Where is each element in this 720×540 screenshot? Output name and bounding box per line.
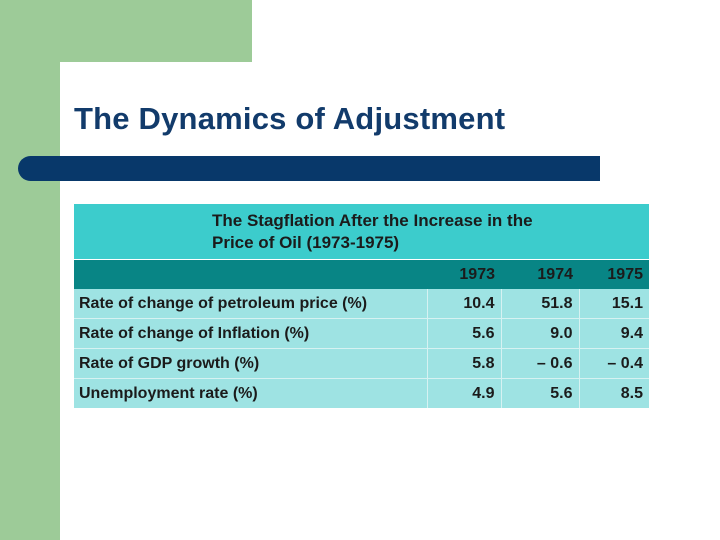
cell-value: 10.4 bbox=[426, 289, 501, 319]
cell-value: 5.6 bbox=[500, 378, 579, 408]
cell-value: 4.9 bbox=[426, 378, 501, 408]
table-row: Rate of GDP growth (%) 5.8 – 0.6 – 0.4 bbox=[74, 348, 649, 379]
cell-value: – 0.4 bbox=[578, 348, 649, 379]
table-caption: The Stagflation After the Increase in th… bbox=[212, 211, 533, 252]
green-accent-left bbox=[0, 0, 60, 540]
table-caption-band: The Stagflation After the Increase in th… bbox=[74, 204, 649, 259]
cell-value: 9.0 bbox=[500, 318, 579, 349]
header-year-1973: 1973 bbox=[427, 260, 501, 289]
row-label: Rate of change of petroleum price (%) bbox=[74, 289, 427, 319]
cell-value: – 0.6 bbox=[500, 348, 579, 379]
table-row: Rate of change of petroleum price (%) 10… bbox=[74, 289, 649, 319]
title-underline-bar bbox=[18, 156, 600, 181]
header-year-1975: 1975 bbox=[579, 260, 649, 289]
slide-title: The Dynamics of Adjustment bbox=[74, 101, 506, 136]
cell-value: 9.4 bbox=[578, 318, 649, 349]
table-header-row: 1973 1974 1975 bbox=[74, 260, 649, 289]
table-row: Rate of change of Inflation (%) 5.6 9.0 … bbox=[74, 318, 649, 349]
stagflation-table: 1973 1974 1975 Rate of change of petrole… bbox=[74, 260, 649, 408]
header-label-cell bbox=[74, 260, 427, 289]
cell-value: 5.8 bbox=[426, 348, 501, 379]
cell-value: 15.1 bbox=[578, 289, 649, 319]
cell-value: 51.8 bbox=[500, 289, 579, 319]
row-label: Rate of change of Inflation (%) bbox=[74, 318, 427, 349]
header-year-1974: 1974 bbox=[501, 260, 579, 289]
table-row: Unemployment rate (%) 4.9 5.6 8.5 bbox=[74, 378, 649, 408]
row-label: Rate of GDP growth (%) bbox=[74, 348, 427, 379]
cell-value: 8.5 bbox=[578, 378, 649, 408]
row-label: Unemployment rate (%) bbox=[74, 378, 427, 408]
cell-value: 5.6 bbox=[426, 318, 501, 349]
